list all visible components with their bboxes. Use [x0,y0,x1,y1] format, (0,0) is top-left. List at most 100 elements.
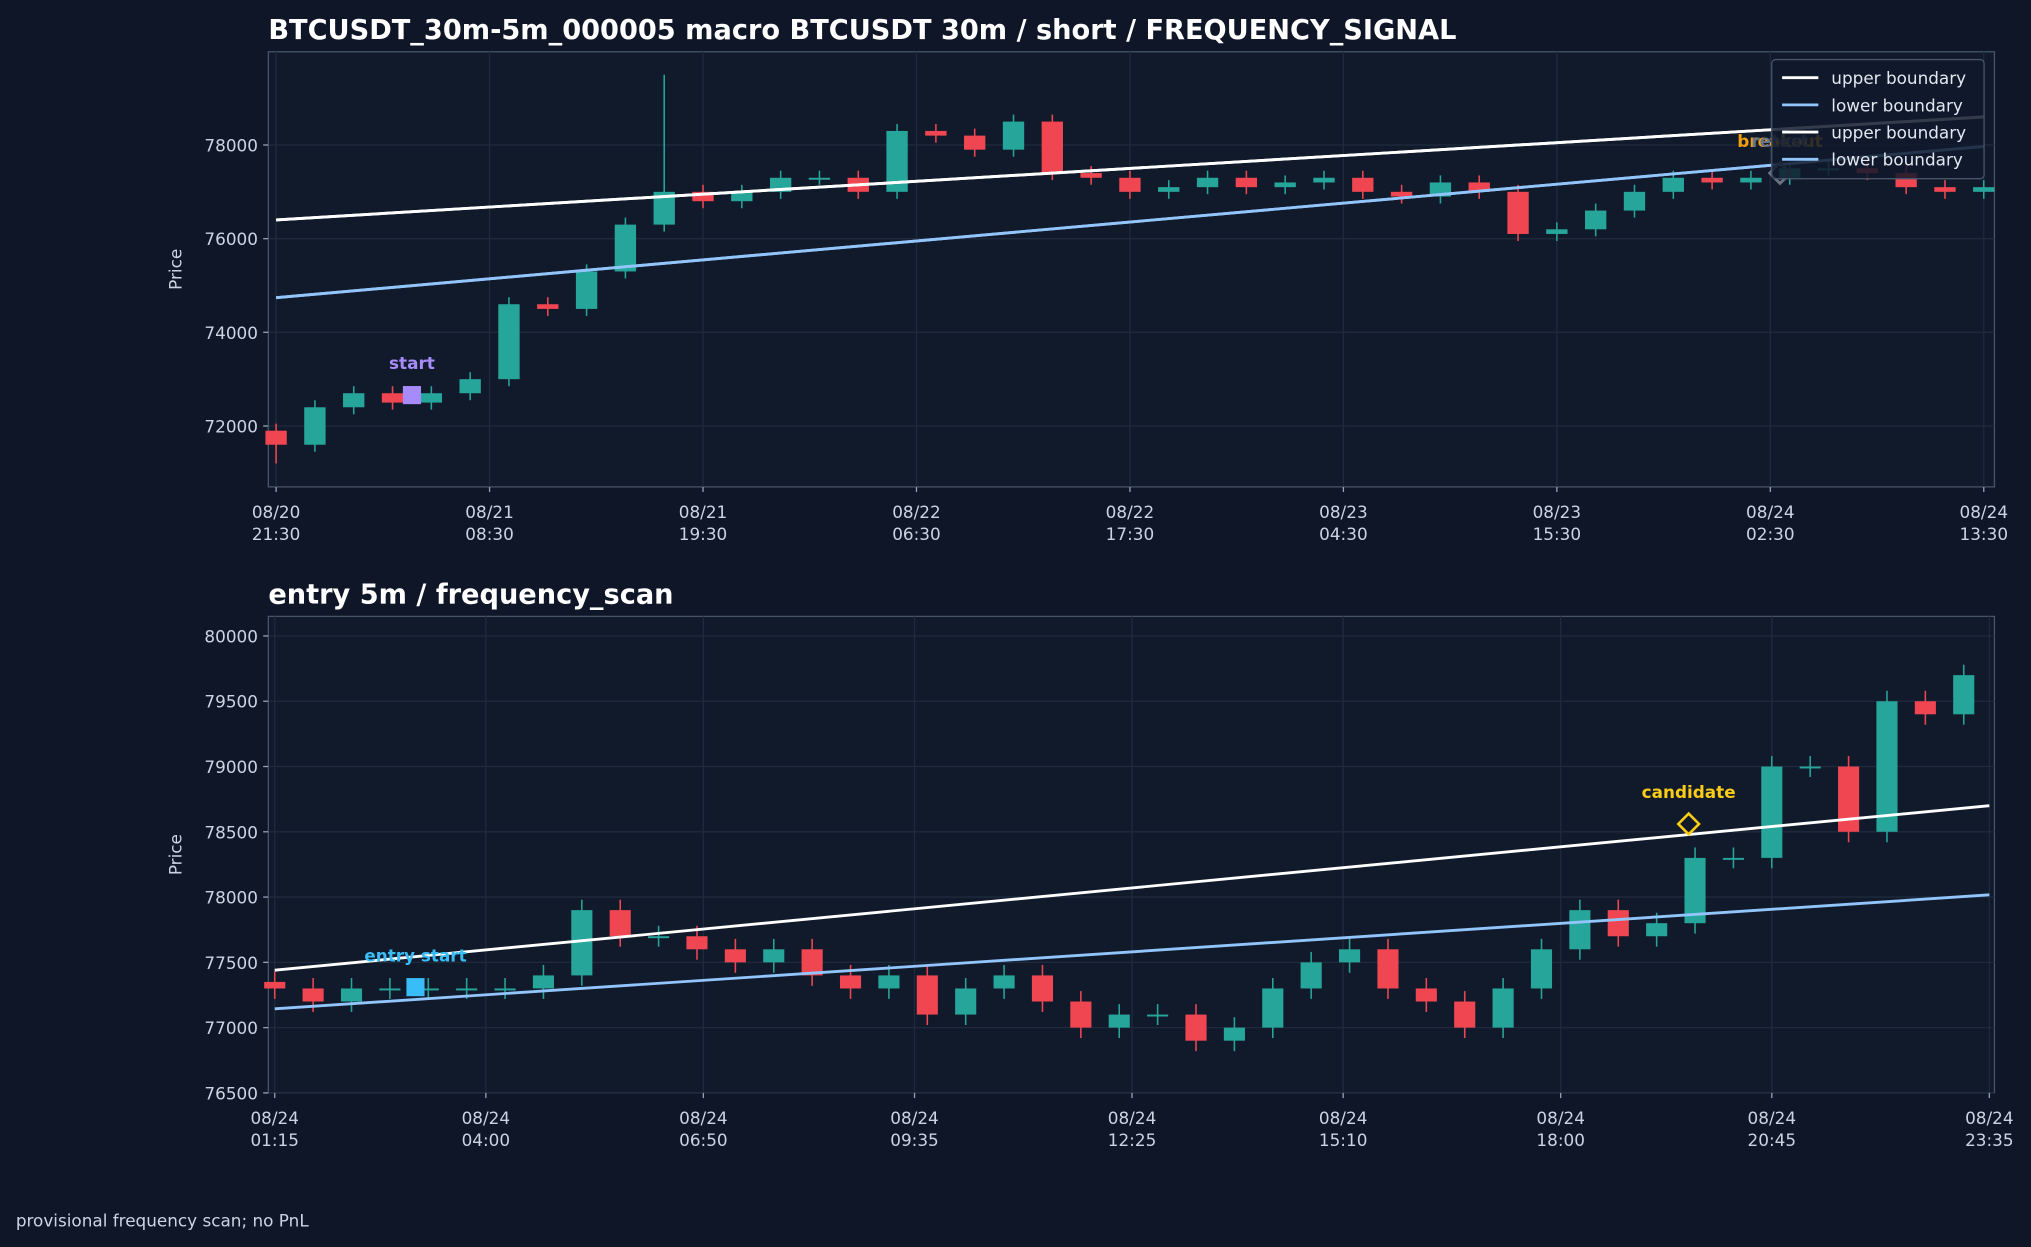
y-tick-label: 74000 [204,323,258,343]
candle-body [265,430,287,445]
candle-body [1492,988,1514,1028]
candle-body [1684,857,1706,924]
y-tick-label: 77000 [204,1018,258,1038]
candle-body [692,191,714,202]
candle-body [1701,177,1723,183]
candle-body [1274,182,1296,188]
chart-title: entry 5m / frequency_scan [268,579,673,610]
candle-body [653,191,675,225]
candle-body [1235,177,1258,188]
marker [1676,811,1701,837]
x-tick-label: 08/24 23:35 [1965,1108,2014,1150]
candle-body [575,271,598,309]
candle-body [964,135,986,150]
candle-body [459,379,481,394]
boundary-line [275,144,1984,300]
legend-label: upper boundary [1831,68,1966,88]
candle-body [571,910,593,976]
candle-body [1070,1001,1092,1028]
candle-body [304,407,326,445]
x-tick-label: 08/24 13:30 [1960,502,2009,544]
boundary-line [276,115,1984,222]
candle-body [925,130,947,136]
candle-body [1196,177,1219,188]
candle-body [878,975,900,989]
candle-body [1352,177,1374,192]
candle-body [1300,962,1322,989]
y-tick-label: 77500 [204,953,258,973]
candle-body [1973,187,1995,192]
x-tick-label: 08/24 04:00 [462,1108,510,1150]
marker-label: start [389,353,435,373]
legend-label: upper boundary [1831,123,1966,143]
legend-label: lower boundary [1831,95,1963,115]
y-tick-label: 76000 [204,229,258,249]
candle-body [1799,766,1821,769]
y-axis-label: Price [166,249,186,290]
candle-body [1546,229,1568,234]
candle-body [1390,191,1413,197]
candle-body [498,304,520,380]
candle-body [1313,177,1335,183]
marker-label: candidate [1642,782,1736,802]
y-tick-label: 78500 [204,822,258,842]
candle-body [686,936,708,950]
x-tick-label: 08/24 01:15 [250,1108,299,1150]
candle-body [264,981,286,989]
x-tick-label: 08/22 17:30 [1106,502,1155,544]
candle-body [1147,1014,1169,1017]
x-tick-label: 08/24 06:50 [679,1108,728,1150]
x-tick-label: 08/22 06:30 [892,502,941,544]
candle-body [302,988,324,1002]
candle-body [609,910,631,937]
boundary-line [274,804,1990,972]
candle-body [1080,173,1102,178]
candle-body [1262,988,1284,1028]
y-axis-label: Price [166,834,186,875]
candle-body [1031,975,1054,1002]
candle-body [1607,910,1629,937]
candle-body [801,949,823,976]
x-tick-label: 08/24 20:45 [1748,1108,1797,1150]
candle-body [456,988,478,991]
candle-body [532,975,554,989]
candle-body [1953,675,1975,715]
candle-body [420,393,443,403]
legend-box [1771,58,1985,180]
candle-body [340,988,363,1002]
y-tick-label: 79000 [204,757,258,777]
candle-body [763,949,785,963]
marker [402,386,422,405]
chart-title: BTCUSDT_30m-5m_000005 macro BTCUSDT 30m … [268,15,1456,46]
boundary-line [274,893,1990,1011]
candle-body [1339,949,1361,963]
y-tick-label: 78000 [204,888,258,908]
candle-body [1740,177,1762,183]
candle-body [614,224,637,272]
footer-note: provisional frequency scan; no PnL [16,1210,309,1230]
x-tick-label: 08/24 09:35 [890,1108,938,1150]
candle-body [1454,1001,1476,1028]
candle-body [724,949,746,963]
x-tick-label: 08/21 08:30 [465,502,513,544]
candle-body [417,988,439,991]
candle-body [537,304,559,309]
candle-body [1722,857,1744,860]
candle-body [343,393,365,408]
candle-body [1761,766,1783,858]
y-tick-label: 76500 [204,1083,258,1103]
x-tick-label: 08/23 04:30 [1319,502,1368,544]
y-tick-label: 79500 [204,692,258,712]
candle-body [993,975,1015,989]
candle-body [1002,121,1025,150]
candle-body [1838,766,1860,832]
candle-body [1914,701,1936,715]
candle-body [1623,191,1646,211]
candle-body [955,988,977,1015]
candle-body [839,975,862,989]
x-tick-label: 08/21 19:30 [679,502,727,544]
x-tick-label: 08/23 15:30 [1533,502,1582,544]
candle-body [1507,191,1529,234]
candle-body [494,988,516,991]
